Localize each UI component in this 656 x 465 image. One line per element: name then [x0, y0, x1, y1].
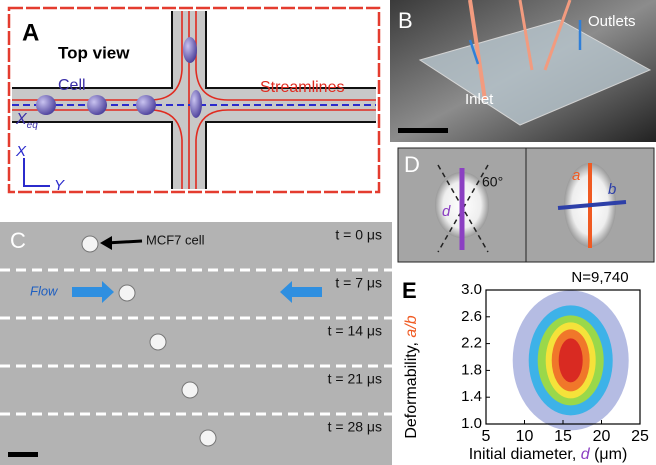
label: b [608, 181, 616, 198]
time-label: t = 28 μs [328, 419, 382, 435]
density-contour [559, 338, 583, 382]
time-label: t = 0 μs [335, 227, 382, 243]
y-tick-label: 2.6 [461, 308, 482, 325]
y-tick-label: 1.4 [461, 388, 482, 405]
x-axis-label-part: (μm) [590, 446, 628, 463]
annotation: N=9,740 [571, 269, 628, 286]
panel-b: B Outlets Inlet [390, 0, 656, 142]
panel-letter: A [22, 19, 39, 46]
cell-image [200, 430, 216, 446]
y-axis-label-part: a/b [403, 315, 420, 337]
panel-letter: C [10, 228, 26, 253]
label: MCF7 cell [146, 232, 205, 247]
label: Outlets [588, 13, 636, 30]
panel-c: C MCF7 cell Flow t = 0 μs t = 7 μs t = 14 … [0, 222, 392, 465]
time-label: t = 21 μs [328, 371, 382, 387]
x-tick-label: 10 [516, 428, 534, 445]
panel-a: A Top view Cell Streamlines Xeq X Y [9, 8, 379, 194]
label: a [572, 167, 580, 184]
x-tick-label: 5 [482, 428, 491, 445]
time-label: t = 14 μs [328, 323, 382, 339]
cell-image [119, 285, 135, 301]
panel-e: E N=9,740 5 10 15 20 25 1.0 1.4 1.8 2.2 2.6 3.0 Ini… [402, 269, 649, 463]
panel-d: D d 60° a b [398, 148, 654, 262]
label: d [442, 203, 451, 220]
panel-letter: E [402, 278, 417, 303]
panel-letter: D [404, 152, 420, 177]
label: Cell [58, 77, 86, 94]
x-tick-label: 25 [631, 428, 649, 445]
panel-letter: B [398, 8, 413, 33]
time-label: t = 7 μs [335, 275, 382, 291]
label: Streamlines [260, 79, 344, 96]
y-tick-label: 3.0 [461, 281, 482, 298]
label: X [15, 143, 27, 160]
x-tick-label: 15 [554, 428, 572, 445]
label: Top view [58, 43, 130, 62]
y-axis-label-part: Deformability, [403, 338, 420, 439]
y-tick-label: 1.8 [461, 361, 482, 378]
figure: A Top view Cell Streamlines Xeq X Y B Ou… [0, 0, 656, 465]
y-tick-label: 1.0 [461, 415, 482, 432]
x-tick-label: 20 [593, 428, 611, 445]
label: Inlet [465, 91, 494, 108]
x-axis-label-part: Initial diameter, [469, 446, 581, 463]
label: 60° [482, 174, 503, 190]
cell-image [82, 236, 98, 252]
label: Flow [30, 283, 59, 298]
label: Y [54, 177, 65, 194]
label: eq [27, 120, 39, 131]
cell-image [150, 334, 166, 350]
cell-image [182, 382, 198, 398]
x-axis-label: Initial diameter, d (μm) [469, 446, 628, 463]
y-axis-label: Deformability, a/b [403, 315, 420, 438]
y-tick-label: 2.2 [461, 335, 482, 352]
